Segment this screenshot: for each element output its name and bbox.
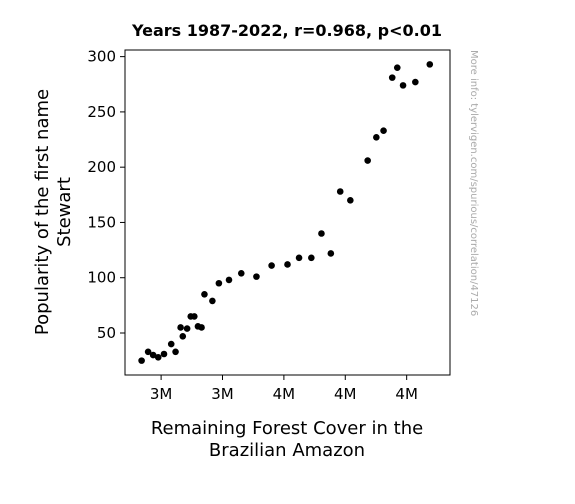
data-point (399, 82, 407, 89)
data-point (191, 313, 198, 320)
data-point (284, 261, 291, 268)
data-point (237, 269, 245, 277)
y-axis-label-line-1: Popularity of the first name (32, 89, 53, 335)
data-point (308, 254, 315, 262)
data-point (364, 157, 371, 164)
data-point (388, 74, 396, 81)
y-tick-label: 250 (87, 103, 116, 121)
data-point (215, 279, 223, 287)
data-points (138, 61, 434, 364)
data-point (373, 134, 380, 141)
x-axis-ticks: 3M 3M 4M 4M 4M (150, 375, 418, 403)
data-point (144, 348, 152, 356)
x-tick-label: 4M (395, 385, 418, 403)
data-point (347, 197, 354, 204)
data-point (253, 273, 260, 280)
data-point (225, 276, 233, 284)
y-axis-ticks: 50 100 150 200 250 300 (87, 48, 125, 342)
x-axis-label-line-1: Remaining Forest Cover in the (151, 418, 423, 439)
data-point (179, 333, 187, 340)
y-axis-label-line-2: Stewart (54, 177, 75, 247)
data-point (336, 188, 344, 195)
data-point (149, 351, 157, 359)
data-point (412, 78, 419, 86)
data-point (295, 254, 303, 262)
y-tick-label: 50 (97, 324, 116, 342)
x-tick-label: 4M (334, 385, 357, 403)
watermark-text: More info: tylervigen.com/spurious/corre… (468, 50, 479, 316)
y-tick-label: 100 (87, 269, 116, 287)
data-point (138, 357, 145, 364)
x-tick-label: 4M (273, 385, 296, 403)
x-axis-label-line-2: Brazilian Amazon (209, 440, 365, 461)
data-point (380, 127, 387, 134)
data-point (172, 348, 179, 356)
data-point (183, 325, 191, 332)
data-point (177, 324, 184, 331)
data-point (318, 230, 325, 237)
x-tick-label: 3M (150, 385, 173, 403)
data-point (268, 262, 275, 269)
data-point (209, 297, 216, 305)
y-tick-label: 200 (87, 158, 116, 176)
chart-title: Years 1987-2022, r=0.968, p<0.01 (131, 21, 442, 40)
y-tick-label: 150 (87, 213, 116, 231)
plot-area (124, 49, 451, 376)
data-point (167, 340, 175, 348)
data-point (393, 64, 401, 71)
data-point (198, 324, 205, 331)
data-point (327, 250, 335, 257)
data-point (426, 61, 434, 68)
data-point (154, 354, 162, 361)
data-point (201, 291, 208, 298)
x-tick-label: 3M (211, 385, 234, 403)
y-tick-label: 300 (87, 48, 116, 66)
data-point (160, 350, 168, 358)
